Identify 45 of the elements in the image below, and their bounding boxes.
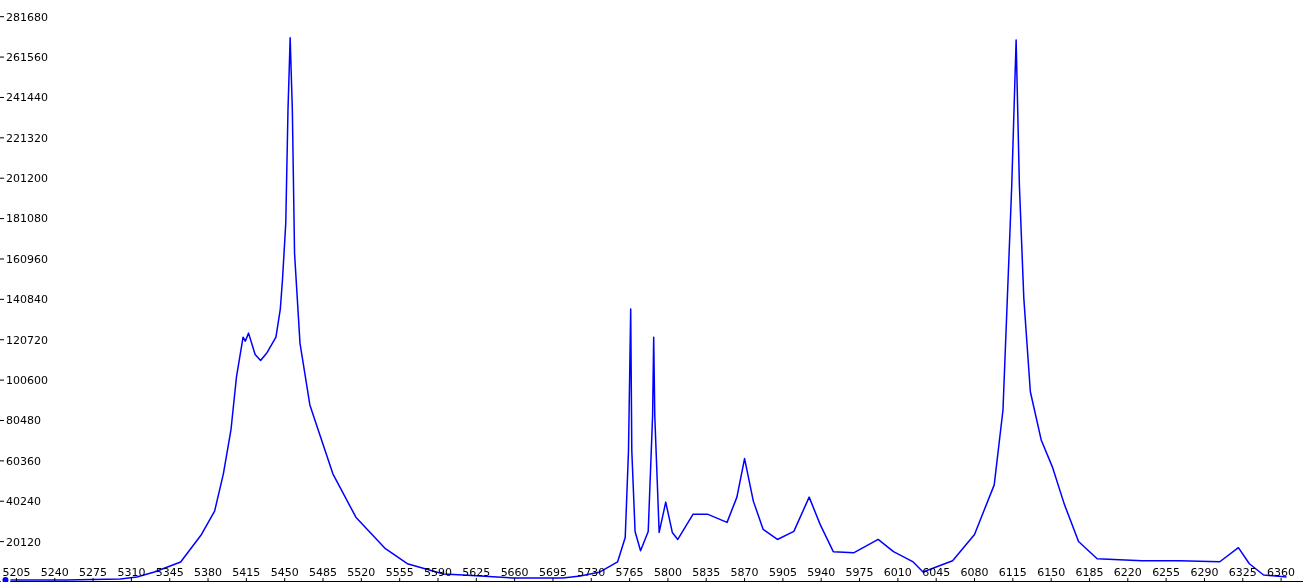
x-tick-label: 5695 [538,566,567,579]
x-tick-label: 5450 [270,566,299,579]
x-tick-label: 5800 [653,566,682,579]
y-tick-label: 100600 [6,374,48,388]
y-tick-label: 281680 [6,10,48,24]
y-tick-label: 20120 [6,535,41,549]
x-tick-label: 5380 [194,566,223,579]
y-tick-label: 120720 [6,333,48,347]
x-tick-label: 5415 [232,566,261,579]
y-tick-label: 160960 [6,252,48,266]
x-tick-label: 5275 [79,566,108,579]
x-tick-label: 5485 [309,566,338,579]
x-tick-label: 5660 [500,566,529,579]
x-tick-label: 6220 [1113,566,1142,579]
y-tick-label: 140840 [6,293,48,307]
x-tick-label: 6010 [883,566,912,579]
x-tick-label: 6325 [1228,566,1257,579]
x-tick-label: 5835 [692,566,721,579]
x-tick-label: 6360 [1267,566,1296,579]
y-tick-label: 60360 [6,454,41,468]
y-tick-label: 40240 [6,495,41,509]
y-tick-label: 80480 [6,414,41,428]
x-tick-label: 5345 [155,566,184,579]
y-tick-label: 261560 [6,50,48,64]
x-tick-label: 5940 [807,566,836,579]
x-tick-label: 5870 [730,566,759,579]
x-tick-label: 5905 [768,566,797,579]
x-tick-label: 6115 [998,566,1027,579]
x-tick-label: 5975 [845,566,874,579]
y-tick-label: 181080 [6,212,48,226]
x-tick-label: 5240 [40,566,69,579]
x-tick-label: 5205 [2,566,31,579]
x-tick-label: 5310 [117,566,146,579]
x-tick-label: 5555 [385,566,414,579]
x-tick-label: 6045 [922,566,951,579]
x-tick-label: 6255 [1152,566,1181,579]
x-tick-label: 6150 [1037,566,1066,579]
x-tick-label: 5765 [615,566,644,579]
x-tick-label: 6290 [1190,566,1219,579]
x-tick-label: 6185 [1075,566,1104,579]
y-tick-label: 241440 [6,91,48,105]
x-tick-label: 5520 [347,566,376,579]
x-tick-label: 6080 [960,566,989,579]
y-tick-label: 201200 [6,172,48,186]
y-tick-label: 221320 [6,131,48,145]
